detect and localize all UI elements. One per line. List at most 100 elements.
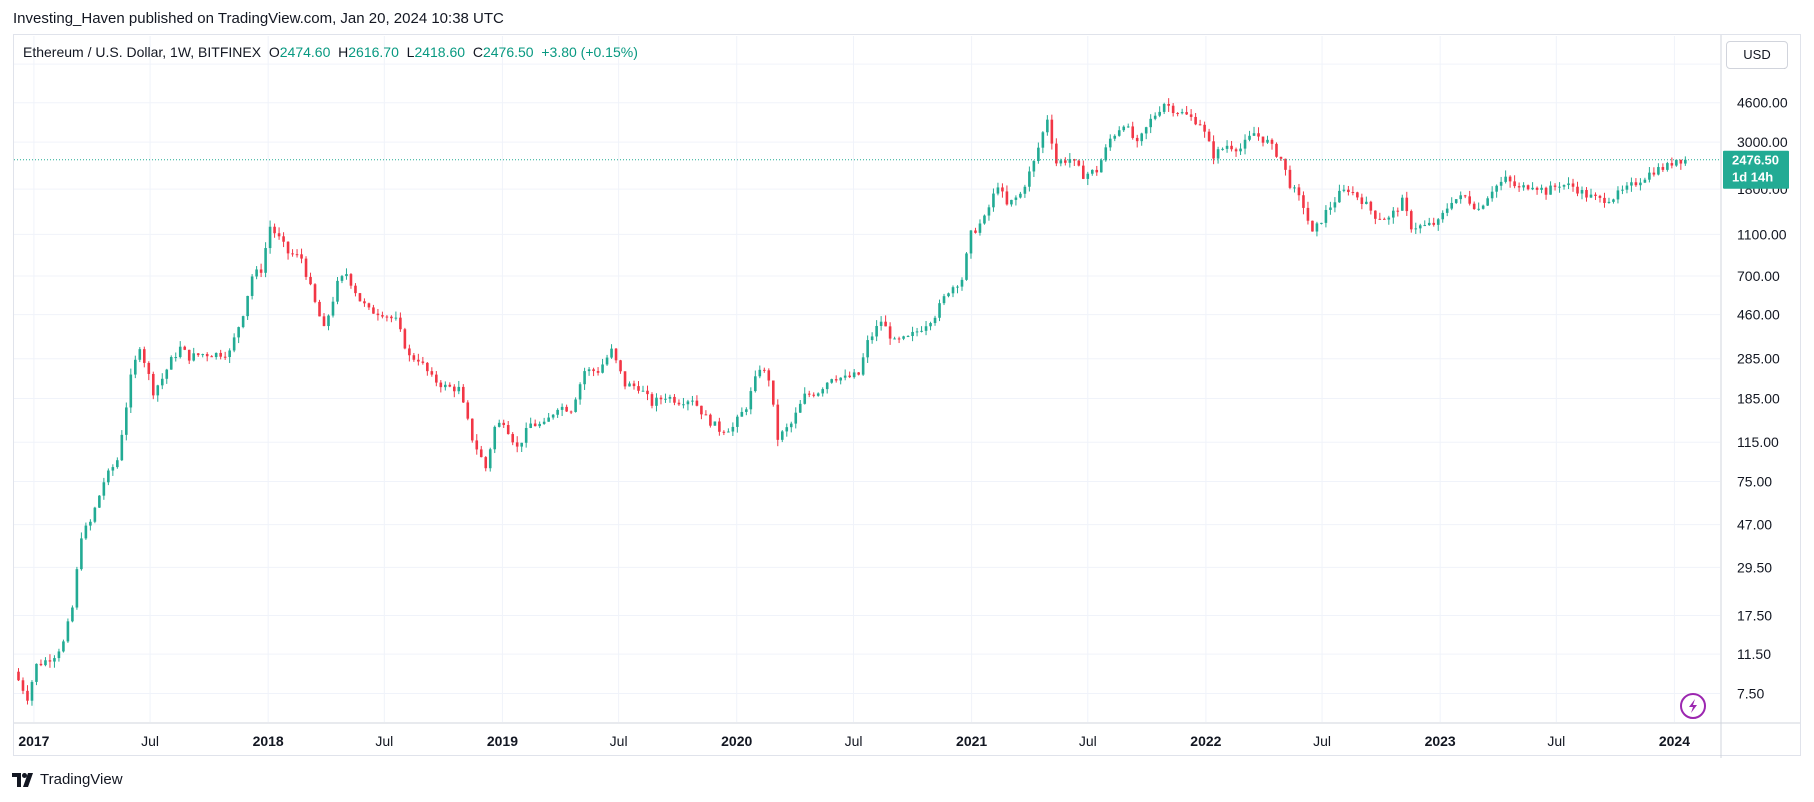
candle-body bbox=[1562, 185, 1566, 187]
candle-body bbox=[196, 353, 200, 356]
candle-body bbox=[1526, 185, 1530, 190]
candle-body bbox=[1481, 205, 1485, 209]
lightning-icon[interactable] bbox=[1680, 693, 1706, 719]
candle-body bbox=[798, 403, 802, 413]
candle-body bbox=[763, 369, 766, 371]
candle-body bbox=[318, 301, 321, 317]
candle-body bbox=[1261, 136, 1265, 143]
candle-body bbox=[565, 406, 568, 412]
candle-body bbox=[1657, 167, 1660, 175]
candle-body bbox=[731, 426, 735, 432]
candle-body bbox=[1032, 161, 1036, 172]
candle-body bbox=[879, 321, 883, 326]
candle-body bbox=[1320, 222, 1323, 224]
candle-body bbox=[1625, 185, 1629, 190]
candle-body bbox=[736, 416, 739, 427]
candle-body bbox=[390, 316, 393, 319]
candle-body bbox=[1189, 114, 1193, 117]
candle-body bbox=[1333, 202, 1337, 208]
candle-body bbox=[771, 380, 775, 405]
candle-body bbox=[147, 362, 151, 374]
high-label: H bbox=[338, 44, 349, 60]
candle-body bbox=[412, 355, 416, 360]
candle-body bbox=[57, 651, 61, 659]
candle-body bbox=[812, 394, 816, 396]
candle-body bbox=[116, 460, 119, 468]
candle-body bbox=[228, 350, 231, 358]
tradingview-logo-icon bbox=[12, 772, 33, 787]
candle-body bbox=[1652, 172, 1656, 175]
candle-body bbox=[452, 386, 456, 392]
candle-body bbox=[1594, 194, 1597, 196]
candle-body bbox=[884, 321, 887, 327]
open-label: O bbox=[268, 44, 280, 60]
tradingview-brand[interactable]: TradingView bbox=[12, 771, 123, 788]
candle-body bbox=[372, 307, 375, 314]
candle-body bbox=[1580, 189, 1584, 194]
time-scale[interactable]: 2017 Jul 2018 Jul 2019 Jul 2020 Jul 2021 Jul 2022 J… bbox=[18, 733, 1690, 749]
close-label: C bbox=[472, 44, 483, 60]
candle-body bbox=[479, 449, 483, 458]
symbol-legend: Ethereum / U.S. Dollar, 1W, BITFINEX O24… bbox=[23, 44, 638, 60]
time-tick-label: 2020 bbox=[721, 733, 752, 749]
candle-body bbox=[1239, 148, 1242, 152]
candle-body bbox=[1499, 181, 1503, 186]
time-tick-label: Jul bbox=[1313, 733, 1331, 749]
symbol-title[interactable]: Ethereum / U.S. Dollar, 1W, BITFINEX bbox=[23, 44, 262, 60]
candle-body bbox=[583, 371, 586, 385]
candle-body bbox=[1099, 160, 1103, 173]
candle-body bbox=[268, 226, 272, 249]
candle-body bbox=[53, 658, 56, 662]
candle-body bbox=[1643, 179, 1647, 183]
candle-body bbox=[646, 390, 649, 395]
candle-body bbox=[816, 393, 820, 396]
candle-body bbox=[1508, 176, 1512, 182]
candle-body bbox=[776, 404, 780, 440]
candle-body bbox=[682, 404, 685, 406]
candle-body bbox=[1284, 158, 1287, 170]
candle-body bbox=[322, 316, 326, 327]
candle-body bbox=[1135, 137, 1139, 142]
candle-body bbox=[691, 400, 694, 402]
candle-body bbox=[843, 375, 847, 378]
price-tick-label: 29.50 bbox=[1737, 559, 1772, 575]
candle-body bbox=[569, 411, 573, 413]
currency-button[interactable]: USD bbox=[1726, 41, 1788, 69]
candle-body bbox=[448, 384, 452, 387]
candle-body bbox=[80, 538, 83, 570]
candle-body bbox=[250, 276, 254, 296]
candle-body bbox=[466, 402, 470, 419]
candle-body bbox=[1450, 202, 1454, 209]
candle-body bbox=[385, 316, 389, 318]
candle-body bbox=[524, 427, 528, 443]
candle-body bbox=[1540, 187, 1543, 190]
candle-body bbox=[1167, 103, 1170, 106]
candle-body bbox=[695, 400, 699, 406]
candle-body bbox=[754, 376, 757, 392]
time-tick-label: 2024 bbox=[1659, 733, 1690, 749]
candle-body bbox=[259, 269, 263, 273]
candle-body bbox=[758, 369, 762, 377]
candle-body bbox=[1356, 192, 1359, 198]
candle-body bbox=[1409, 211, 1413, 230]
candle-body bbox=[1374, 210, 1377, 219]
candle-body bbox=[1104, 147, 1108, 161]
candle-body bbox=[1243, 139, 1247, 149]
candle-body bbox=[1616, 190, 1620, 200]
candle-body bbox=[102, 482, 106, 496]
candle-body bbox=[637, 386, 640, 391]
candle-body bbox=[538, 423, 541, 427]
candle-body bbox=[1567, 183, 1570, 186]
candle-body bbox=[807, 393, 811, 395]
candle-body bbox=[1441, 212, 1445, 220]
candle-body bbox=[156, 385, 160, 396]
candle-body bbox=[1068, 159, 1072, 163]
candle-body bbox=[461, 386, 465, 403]
candle-body bbox=[354, 285, 357, 294]
candle-body bbox=[974, 230, 977, 233]
candle-body bbox=[1162, 103, 1166, 112]
candle-body bbox=[1549, 185, 1552, 195]
candle-body bbox=[870, 336, 874, 341]
time-tick-label: Jul bbox=[141, 733, 159, 749]
